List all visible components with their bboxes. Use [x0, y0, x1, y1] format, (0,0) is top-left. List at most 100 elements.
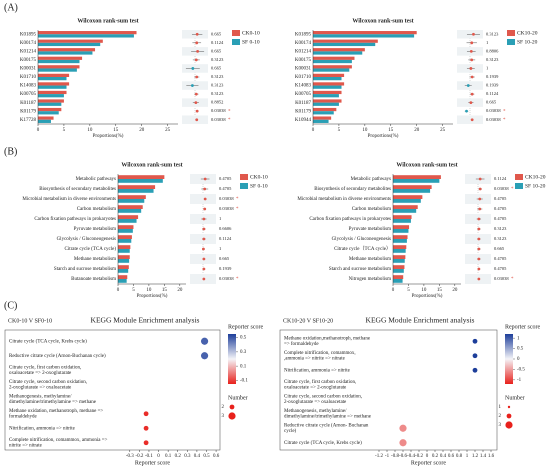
p-value: 0.4705 — [494, 196, 507, 201]
panel-label: (A) — [4, 2, 18, 13]
difference-point — [202, 247, 205, 251]
bar — [118, 275, 128, 279]
colorbar-tick-label: -0.5 — [517, 368, 525, 373]
category-label: K17728 — [20, 118, 37, 123]
p-value: 0.4705 — [494, 266, 507, 271]
x-axis-label: Proportions(%) — [412, 294, 443, 299]
p-value: 0.03038 — [211, 108, 226, 113]
p-value: 0.1124 — [211, 40, 224, 45]
category-label: K00174 — [20, 41, 37, 46]
bar — [38, 73, 70, 77]
bar — [313, 99, 342, 103]
bar — [313, 107, 337, 112]
p-value: 1 — [219, 246, 221, 251]
category-label: K00175 — [20, 58, 37, 63]
bar — [393, 225, 410, 229]
category-label: Carbon fixation pathways in prokaryotes — [309, 217, 391, 222]
panel-label: (B) — [4, 146, 17, 157]
difference-point — [194, 58, 198, 62]
category-label: Starch and sucrose metabolism — [54, 267, 116, 272]
bar — [118, 245, 131, 249]
chart-title: Wilcoxon rank-sum test — [121, 162, 182, 168]
bar — [118, 265, 129, 269]
category-label: K01187 — [20, 101, 36, 106]
bar — [38, 39, 103, 43]
bar — [313, 31, 417, 35]
x-tick-label: 10 — [87, 128, 93, 133]
bar — [393, 279, 403, 283]
category-label: Glycolysis / Gluconeogenesis — [332, 237, 391, 242]
p-value: 0.3123 — [486, 57, 499, 62]
bar — [393, 205, 418, 209]
x-tick-label: 20 — [177, 288, 183, 293]
legend-swatch — [232, 30, 240, 36]
x-tick-label: 1 — [466, 454, 469, 459]
x-axis-label: Proportions(%) — [93, 134, 124, 139]
bar — [393, 189, 431, 193]
bar — [313, 102, 339, 106]
x-tick-label: 20 — [452, 288, 458, 293]
category-label: Glycolysis / Gluconeogenesis — [57, 237, 116, 242]
difference-point — [469, 67, 473, 70]
legend-label: CK10-20 — [517, 30, 538, 36]
x-tick-label: 0.6 — [213, 454, 220, 459]
colorbar — [505, 334, 513, 384]
module-point — [143, 440, 149, 446]
p-value: 0.3123 — [211, 83, 224, 88]
size-legend-point — [229, 404, 235, 410]
bar — [38, 116, 54, 120]
chart-title: KEGG Module Enrichment analysis — [366, 316, 475, 325]
colorbar-tick-label: 0.5 — [517, 347, 524, 352]
bar — [118, 229, 133, 233]
category-label: K01179 — [20, 109, 36, 114]
bar — [393, 275, 404, 279]
legend-label: CK0-10 — [250, 174, 268, 180]
category-label: K00175 — [295, 58, 312, 63]
module-label: Citrate cycle (TCA cycle, Krebs cycle) — [9, 339, 87, 344]
category-label: K01895 — [295, 32, 312, 37]
difference-point — [472, 32, 475, 36]
difference-point — [202, 277, 206, 281]
p-value: 0.03038 — [219, 276, 234, 281]
category-label: Pyruvate metabolism — [349, 227, 391, 232]
chart-title: Wilcoxon rank-sum test — [77, 18, 138, 24]
bar — [313, 82, 345, 86]
x-tick-label: 0.5 — [203, 454, 210, 459]
significance-mark: * — [236, 197, 239, 202]
x-axis-label: Reporter score — [135, 460, 170, 466]
p-value: 0.665 — [211, 48, 222, 53]
bar — [38, 68, 77, 72]
module-label: Citrate cycle, first carbon oxidation, o… — [9, 366, 82, 377]
module-label: Citrate cycle (TCA cycle, Krebs cycle) — [284, 441, 362, 446]
p-value: 1 — [486, 40, 488, 45]
significance-mark: * — [236, 277, 239, 282]
bar — [118, 255, 130, 259]
x-tick-label: -1.2 — [375, 454, 383, 459]
legend-swatch — [240, 174, 248, 180]
module-label: Methane oxidation,methanotroph, methane … — [284, 337, 371, 348]
size-legend-label: 3 — [222, 414, 225, 419]
x-tick-label: 1.2 — [472, 454, 479, 459]
difference-point — [191, 67, 195, 70]
category-label: Starch and sucrose metabolism — [329, 267, 391, 272]
p-value: 0.4705 — [494, 256, 507, 261]
module-label: Citrate cycle, second carbon oxidation, … — [284, 395, 363, 406]
x-tick-label: 20 — [414, 128, 420, 133]
category-label: Biosynthesis of secondary metabolites — [314, 187, 391, 192]
x-axis-label: Proportions(%) — [368, 134, 399, 139]
module-label: Complete nitrification, comammox, ammoni… — [9, 438, 109, 449]
bar — [313, 119, 329, 123]
bar — [118, 225, 134, 229]
x-axis-label: Proportions(%) — [137, 294, 168, 299]
bar — [38, 65, 80, 69]
category-label: Metabolic pathways — [76, 177, 116, 182]
diff-band — [190, 194, 216, 204]
p-value: 0.3123 — [211, 91, 224, 96]
x-tick-label: -0.8 — [391, 454, 399, 459]
bar — [118, 249, 130, 253]
p-value: 0.8806 — [486, 48, 499, 53]
legend-swatch — [515, 183, 523, 189]
bar — [393, 249, 406, 253]
p-value: 0.3123 — [211, 57, 224, 62]
